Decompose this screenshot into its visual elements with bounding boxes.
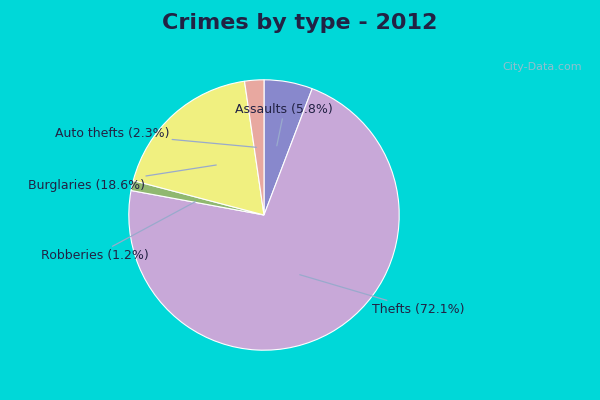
- Text: Robberies (1.2%): Robberies (1.2%): [41, 202, 196, 262]
- Wedge shape: [245, 80, 264, 215]
- Text: Assaults (5.8%): Assaults (5.8%): [235, 103, 333, 146]
- Text: Crimes by type - 2012: Crimes by type - 2012: [163, 13, 437, 33]
- Wedge shape: [264, 80, 312, 215]
- Text: Thefts (72.1%): Thefts (72.1%): [300, 275, 464, 316]
- Wedge shape: [131, 180, 264, 215]
- Wedge shape: [129, 89, 399, 350]
- Text: Burglaries (18.6%): Burglaries (18.6%): [28, 165, 216, 192]
- Text: Auto thefts (2.3%): Auto thefts (2.3%): [55, 127, 256, 147]
- Wedge shape: [133, 81, 264, 215]
- Text: City-Data.com: City-Data.com: [502, 62, 582, 72]
